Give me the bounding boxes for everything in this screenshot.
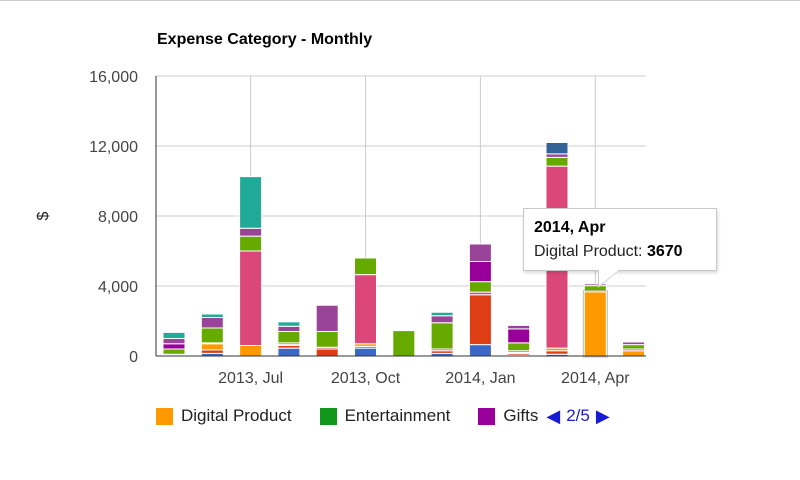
bar-segment[interactable] (507, 324, 531, 330)
y-tick-label: 16,000 (89, 69, 138, 86)
bar-segment[interactable] (200, 343, 224, 351)
y-tick-label: 0 (129, 349, 138, 366)
bar-segment[interactable] (468, 261, 492, 283)
bar-segment[interactable] (545, 350, 569, 355)
y-tick-label: 8,000 (98, 209, 138, 226)
bar-segment[interactable] (430, 311, 454, 317)
legend-pager: ◀ 2/5 ▶ (546, 406, 609, 427)
legend-swatch (478, 407, 496, 425)
axes: 0 4,000 8,000 12,000 16,000 2013, Jul 2013, Oc… (89, 69, 646, 387)
bar-segment[interactable] (354, 257, 377, 276)
bar-segment[interactable] (162, 348, 186, 355)
bar-segment[interactable] (622, 344, 646, 350)
top-divider (0, 0, 800, 1)
tooltip: 2014, Apr Digital Product: 3670 (523, 208, 717, 271)
tooltip-title: 2014, Apr (534, 219, 606, 236)
tooltip-series-label: Digital Product: (534, 243, 643, 260)
bar-segment[interactable] (430, 322, 454, 350)
tooltip-pointer-fill (599, 270, 619, 286)
x-tick-label: 2013, Jul (218, 370, 283, 387)
bar-segment[interactable] (622, 341, 646, 346)
bar-segment[interactable] (200, 313, 224, 318)
y-axis-label: $ (35, 211, 52, 220)
x-tick-label: 2013, Oct (331, 370, 401, 387)
bar-segment[interactable] (468, 294, 492, 346)
bar-segment[interactable] (239, 345, 263, 357)
bar-highlight (582, 290, 608, 358)
bar-segment[interactable] (277, 331, 301, 344)
prev-page-icon[interactable]: ◀ (546, 405, 561, 426)
legend-label: Entertainment (344, 406, 451, 425)
bar-segment[interactable] (507, 342, 531, 352)
bar-segment[interactable] (354, 347, 377, 357)
legend-swatch (156, 407, 173, 425)
bar-segment[interactable] (430, 315, 454, 324)
bar-segment[interactable] (315, 331, 339, 348)
bar-segment[interactable] (545, 156, 569, 167)
legend-swatch (319, 407, 337, 425)
y-tick-label: 4,000 (98, 279, 138, 296)
tooltip-value: 3670 (646, 243, 683, 260)
bar-segment[interactable] (622, 350, 646, 357)
bar-segment[interactable] (315, 304, 339, 332)
bar-segment[interactable] (277, 321, 301, 327)
bar-segment[interactable] (200, 317, 224, 329)
bar-segment[interactable] (392, 330, 416, 357)
bar-segment[interactable] (545, 142, 569, 155)
x-tick-label: 2014, Apr (561, 370, 630, 387)
legend-label: Digital Product (181, 406, 292, 425)
bar-segment[interactable] (468, 281, 492, 293)
chart-title: Expense Category - Monthly (157, 31, 372, 48)
legend-item-gifts[interactable]: Gifts (478, 406, 538, 426)
bar-segment[interactable] (277, 347, 301, 357)
bar-segment[interactable] (239, 176, 263, 229)
bar-segment[interactable] (507, 328, 531, 344)
legend-page-indicator: 2/5 (566, 406, 590, 425)
bar-segment[interactable] (315, 348, 339, 357)
bar-segment[interactable] (545, 153, 569, 158)
bar-segment[interactable] (468, 344, 492, 357)
bar-segment[interactable] (200, 349, 224, 354)
bar-segment[interactable] (239, 235, 263, 252)
bar-segment[interactable] (239, 227, 263, 237)
x-tick-label: 2014, Jan (445, 370, 515, 387)
tooltip-row: Digital Product: 3670 (534, 243, 683, 261)
expense-chart: Expense Category - Monthly $ 0 4,000 8,000… (35, 31, 646, 387)
bar-segment[interactable] (162, 331, 186, 339)
legend-item-entertainment[interactable]: Entertainment (319, 406, 451, 426)
bar-segment[interactable] (354, 274, 377, 345)
bar-segment[interactable] (162, 338, 186, 345)
y-tick-label: 12,000 (89, 139, 138, 156)
legend: Digital Product Entertainment Gifts ◀ 2/… (156, 404, 610, 428)
legend-label: Gifts (503, 406, 539, 425)
bar-segment[interactable] (583, 291, 607, 357)
next-page-icon[interactable]: ▶ (595, 405, 610, 426)
bar-segment[interactable] (277, 325, 301, 332)
bar-segment[interactable] (200, 327, 224, 344)
bar-segment[interactable] (468, 243, 492, 262)
bar-segment[interactable] (239, 250, 263, 346)
bar-segment[interactable] (162, 343, 186, 350)
legend-item-digital-product[interactable]: Digital Product (156, 406, 292, 426)
